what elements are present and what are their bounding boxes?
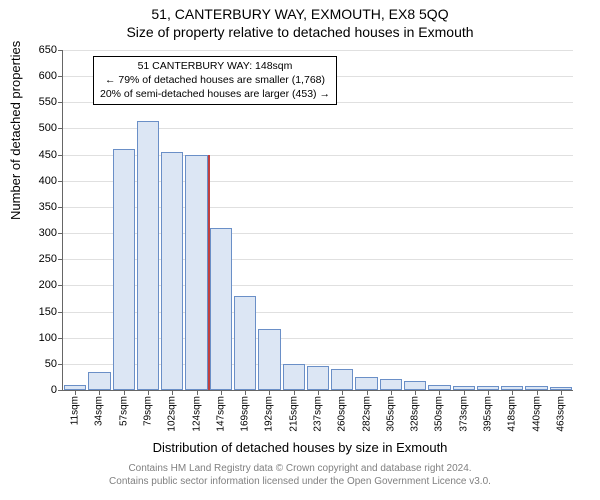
x-tick-label: 34sqm bbox=[94, 396, 105, 426]
x-tick-label: 328sqm bbox=[410, 396, 421, 432]
chart-title-main: 51, CANTERBURY WAY, EXMOUTH, EX8 5QQ bbox=[0, 0, 600, 22]
histogram-bar bbox=[355, 377, 377, 390]
histogram-bar bbox=[380, 379, 402, 391]
x-tick-mark bbox=[197, 390, 198, 395]
x-tick-mark bbox=[439, 390, 440, 395]
y-tick-mark bbox=[58, 181, 63, 182]
annotation-line-2: ← 79% of detached houses are smaller (1,… bbox=[100, 73, 330, 87]
x-tick-label: 282sqm bbox=[361, 396, 372, 432]
x-tick-label: 11sqm bbox=[70, 396, 81, 425]
histogram-bar bbox=[185, 155, 207, 390]
y-tick-mark bbox=[58, 338, 63, 339]
annotation-box: 51 CANTERBURY WAY: 148sqm← 79% of detach… bbox=[93, 56, 337, 105]
histogram-bar bbox=[161, 152, 183, 390]
footer-line-1: Contains HM Land Registry data © Crown c… bbox=[0, 462, 600, 475]
x-tick-mark bbox=[269, 390, 270, 395]
y-tick-mark bbox=[58, 259, 63, 260]
x-tick-label: 57sqm bbox=[118, 396, 129, 426]
x-tick-label: 350sqm bbox=[434, 396, 445, 432]
y-tick-mark bbox=[58, 390, 63, 391]
y-tick-label: 100 bbox=[39, 332, 57, 344]
y-tick-mark bbox=[58, 76, 63, 77]
x-tick-label: 260sqm bbox=[337, 396, 348, 432]
x-tick-label: 440sqm bbox=[531, 396, 542, 432]
x-tick-mark bbox=[221, 390, 222, 395]
x-tick-mark bbox=[488, 390, 489, 395]
x-tick-label: 305sqm bbox=[385, 396, 396, 432]
y-axis-label: Number of detached properties bbox=[8, 41, 23, 220]
annotation-line-3: 20% of semi-detached houses are larger (… bbox=[100, 87, 330, 101]
x-tick-mark bbox=[367, 390, 368, 395]
x-tick-label: 373sqm bbox=[458, 396, 469, 432]
y-tick-mark bbox=[58, 285, 63, 286]
y-tick-label: 200 bbox=[39, 279, 57, 291]
x-tick-mark bbox=[294, 390, 295, 395]
chart-title-sub: Size of property relative to detached ho… bbox=[0, 22, 600, 40]
histogram-bar bbox=[113, 149, 135, 390]
y-tick-label: 500 bbox=[39, 122, 57, 134]
x-tick-mark bbox=[124, 390, 125, 395]
x-tick-label: 215sqm bbox=[288, 396, 299, 432]
gridline bbox=[63, 50, 573, 51]
y-tick-label: 400 bbox=[39, 175, 57, 187]
annotation-line-1: 51 CANTERBURY WAY: 148sqm bbox=[100, 59, 330, 73]
property-marker-line bbox=[208, 155, 210, 390]
x-tick-label: 169sqm bbox=[240, 396, 251, 432]
histogram-bar bbox=[283, 364, 305, 390]
y-tick-mark bbox=[58, 312, 63, 313]
y-tick-mark bbox=[58, 50, 63, 51]
y-tick-mark bbox=[58, 207, 63, 208]
x-tick-label: 463sqm bbox=[555, 396, 566, 432]
y-tick-label: 600 bbox=[39, 70, 57, 82]
histogram-bar bbox=[88, 372, 110, 390]
y-tick-label: 50 bbox=[45, 358, 57, 370]
x-tick-mark bbox=[415, 390, 416, 395]
x-tick-label: 102sqm bbox=[167, 396, 178, 432]
x-tick-mark bbox=[99, 390, 100, 395]
x-tick-label: 124sqm bbox=[191, 396, 202, 432]
x-tick-label: 192sqm bbox=[264, 396, 275, 432]
y-tick-label: 350 bbox=[39, 201, 57, 213]
x-tick-mark bbox=[75, 390, 76, 395]
x-tick-label: 237sqm bbox=[313, 396, 324, 432]
x-tick-label: 395sqm bbox=[483, 396, 494, 432]
x-tick-mark bbox=[561, 390, 562, 395]
y-tick-mark bbox=[58, 364, 63, 365]
y-tick-label: 250 bbox=[39, 253, 57, 265]
histogram-bar bbox=[331, 369, 353, 390]
histogram-bar bbox=[404, 381, 426, 390]
histogram-bar bbox=[307, 366, 329, 390]
y-tick-mark bbox=[58, 233, 63, 234]
x-tick-label: 147sqm bbox=[215, 396, 226, 432]
y-tick-label: 150 bbox=[39, 306, 57, 318]
x-tick-mark bbox=[537, 390, 538, 395]
histogram-bar bbox=[258, 329, 280, 390]
y-tick-mark bbox=[58, 128, 63, 129]
y-tick-label: 0 bbox=[51, 384, 57, 396]
x-tick-mark bbox=[342, 390, 343, 395]
x-tick-mark bbox=[148, 390, 149, 395]
y-tick-label: 450 bbox=[39, 149, 57, 161]
x-tick-label: 418sqm bbox=[507, 396, 518, 432]
x-axis-label: Distribution of detached houses by size … bbox=[0, 440, 600, 455]
chart-container: 51, CANTERBURY WAY, EXMOUTH, EX8 5QQ Siz… bbox=[0, 0, 600, 500]
histogram-bar bbox=[234, 296, 256, 390]
y-tick-label: 300 bbox=[39, 227, 57, 239]
y-tick-mark bbox=[58, 102, 63, 103]
x-tick-mark bbox=[318, 390, 319, 395]
y-tick-label: 650 bbox=[39, 44, 57, 56]
x-tick-mark bbox=[464, 390, 465, 395]
y-tick-label: 550 bbox=[39, 96, 57, 108]
x-tick-mark bbox=[391, 390, 392, 395]
footer-line-2: Contains public sector information licen… bbox=[0, 475, 600, 488]
histogram-bar bbox=[137, 121, 159, 390]
x-tick-mark bbox=[172, 390, 173, 395]
x-tick-mark bbox=[512, 390, 513, 395]
chart-footer: Contains HM Land Registry data © Crown c… bbox=[0, 462, 600, 488]
x-tick-label: 79sqm bbox=[143, 396, 154, 426]
histogram-bar bbox=[210, 228, 232, 390]
chart-plot-area: 0501001502002503003504004505005506006501… bbox=[62, 50, 573, 391]
x-tick-mark bbox=[245, 390, 246, 395]
y-tick-mark bbox=[58, 155, 63, 156]
